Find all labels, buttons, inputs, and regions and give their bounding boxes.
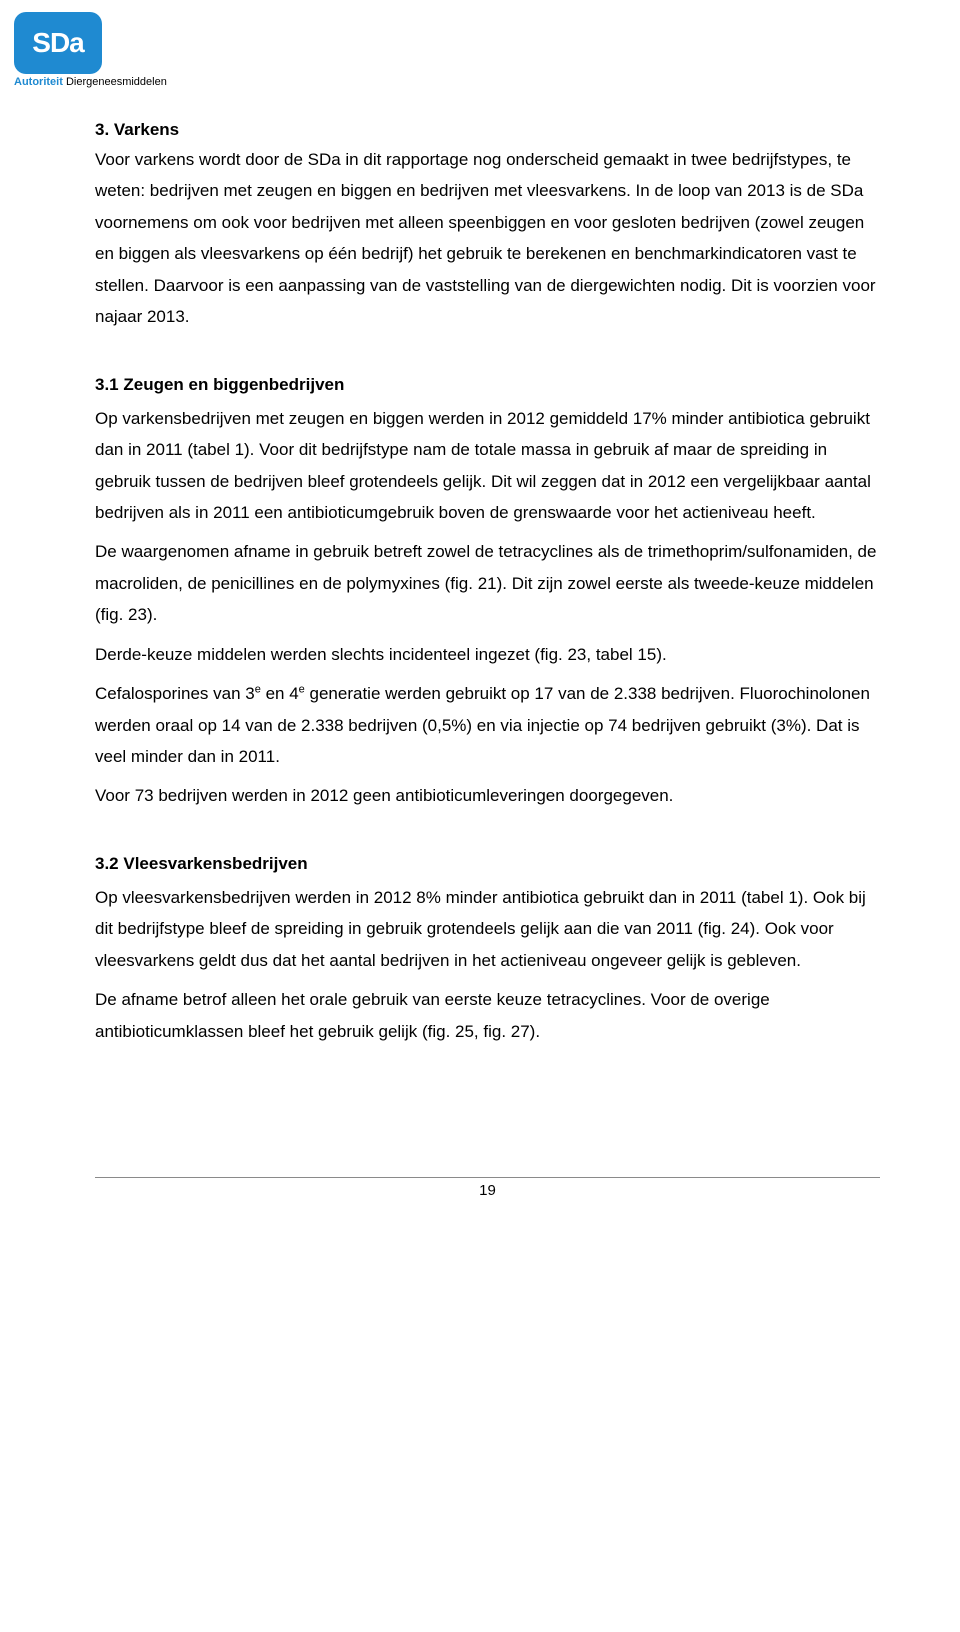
paragraph-3-1-a: Op varkensbedrijven met zeugen en biggen…	[95, 403, 880, 529]
logo-subtitle: Autoriteit Diergeneesmiddelen	[14, 76, 214, 88]
page-footer: 19	[95, 1177, 880, 1200]
page-number: 19	[479, 1182, 496, 1199]
logo-text: SDa	[32, 27, 83, 59]
heading-section-3: 3. Varkens	[95, 120, 880, 140]
heading-section-3-2: 3.2 Vleesvarkensbedrijven	[95, 854, 880, 874]
paragraph-3-1-b: De waargenomen afname in gebruik betreft…	[95, 536, 880, 630]
paragraph-3-2-b: De afname betrof alleen het orale gebrui…	[95, 984, 880, 1047]
logo-subtitle-blue: Autoriteit	[14, 76, 63, 88]
logo-subtitle-black: Diergeneesmiddelen	[63, 76, 167, 88]
heading-section-3-1: 3.1 Zeugen en biggenbedrijven	[95, 375, 880, 395]
paragraph-3-1-c: Derde-keuze middelen werden slechts inci…	[95, 639, 880, 670]
footer-divider	[95, 1177, 880, 1178]
paragraph-3-1-d: Cefalosporines van 3e en 4e generatie we…	[95, 678, 880, 772]
paragraph-3-2-a: Op vleesvarkensbedrijven werden in 2012 …	[95, 882, 880, 976]
text-frag-2: en 4	[261, 684, 299, 703]
text-frag-1: Cefalosporines van 3	[95, 684, 255, 703]
paragraph-3-intro: Voor varkens wordt door de SDa in dit ra…	[95, 144, 880, 333]
paragraph-3-1-e: Voor 73 bedrijven werden in 2012 geen an…	[95, 780, 880, 811]
logo-container: SDa Autoriteit Diergeneesmiddelen	[14, 12, 214, 88]
logo-mark: SDa	[14, 12, 102, 74]
document-page: SDa Autoriteit Diergeneesmiddelen 3. Var…	[0, 0, 960, 1240]
